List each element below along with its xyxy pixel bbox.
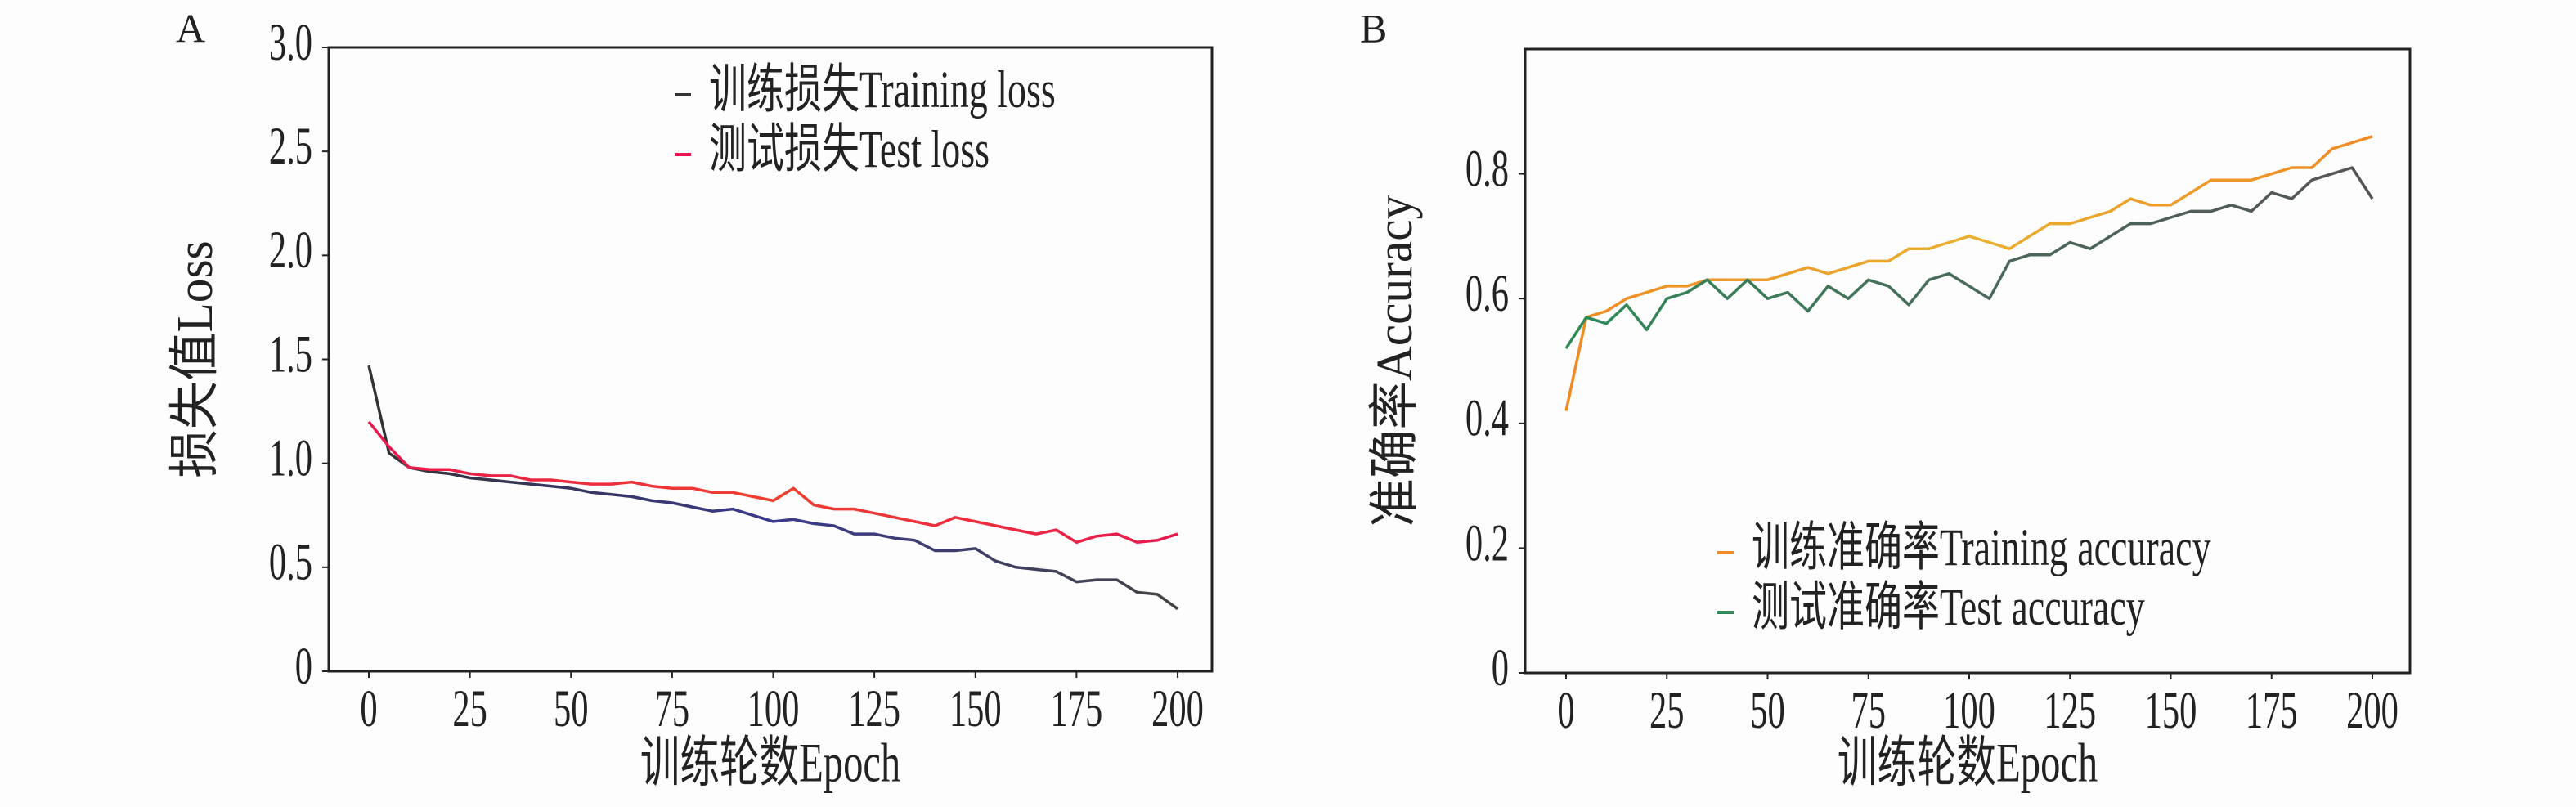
y-tick-label: 0 bbox=[295, 636, 312, 695]
x-tick-label: 100 bbox=[747, 679, 800, 738]
y-axis-label: 损失值Loss bbox=[168, 240, 223, 477]
y-tick-label: 0 bbox=[1492, 638, 1509, 697]
x-tick-label: 175 bbox=[2246, 680, 2298, 739]
x-tick-label: 0 bbox=[360, 679, 377, 738]
y-axis-label: 准确率Accuracy bbox=[1367, 195, 1423, 527]
x-tick-label: 50 bbox=[1750, 680, 1784, 739]
x-tick-label: 100 bbox=[1943, 680, 1995, 739]
x-tick-label: 200 bbox=[2346, 680, 2399, 739]
y-tick-label: 1.5 bbox=[269, 324, 312, 383]
x-tick-label: 25 bbox=[1649, 680, 1684, 739]
x-tick-label: 175 bbox=[1051, 679, 1103, 738]
x-tick-label: 25 bbox=[452, 679, 487, 738]
y-tick-label: 0.5 bbox=[269, 532, 312, 591]
y-tick-label: 3.0 bbox=[269, 12, 312, 71]
x-tick-label: 125 bbox=[2044, 680, 2096, 739]
plot-frame bbox=[1524, 47, 2412, 675]
accuracy-chart: B 0 25 50 75 100 125 150 175 200 0 0.2 0.4 0.6 0.8 训练轮数… bbox=[1360, 5, 2412, 794]
series-line-1 bbox=[367, 420, 1178, 545]
series-line-0 bbox=[1564, 135, 2373, 411]
x-axis-label: 训练轮数Epoch bbox=[640, 733, 900, 794]
x-axis-label: 训练轮数Epoch bbox=[1838, 733, 2098, 794]
legend-label: 训练准确率Training accuracy bbox=[1752, 518, 2211, 577]
y-tick-label: 2.0 bbox=[269, 220, 312, 279]
legend-label: 训练损失Training loss bbox=[709, 61, 1056, 119]
series-line-1 bbox=[1564, 166, 2374, 350]
y-tick-label: 0.2 bbox=[1465, 513, 1509, 572]
y-tick-label: 0.4 bbox=[1465, 388, 1509, 447]
legend-label: 测试损失Test loss bbox=[709, 120, 990, 179]
y-tick-label: 2.5 bbox=[269, 116, 312, 175]
x-tick-label: 75 bbox=[655, 679, 689, 738]
panel-label: A bbox=[176, 5, 205, 51]
y-tick-label: 0.8 bbox=[1465, 139, 1509, 198]
loss-chart: A 0 25 50 75 100 125 150 175 200 0 0.5 1.0 1.5 2.0 2.5 3… bbox=[168, 5, 1214, 794]
x-tick-label: 150 bbox=[949, 679, 1002, 738]
legend-label: 测试准确率Test accuracy bbox=[1752, 578, 2145, 637]
x-tick-label: 150 bbox=[2145, 680, 2197, 739]
series-line-0 bbox=[367, 365, 1179, 611]
x-tick-label: 125 bbox=[848, 679, 900, 738]
x-tick-label: 0 bbox=[1557, 680, 1574, 739]
x-tick-label: 75 bbox=[1851, 680, 1886, 739]
panel-label: B bbox=[1360, 5, 1387, 51]
y-tick-label: 1.0 bbox=[269, 428, 312, 487]
x-tick-label: 50 bbox=[554, 679, 588, 738]
x-tick-label: 200 bbox=[1151, 679, 1204, 738]
y-tick-label: 0.6 bbox=[1465, 263, 1509, 322]
